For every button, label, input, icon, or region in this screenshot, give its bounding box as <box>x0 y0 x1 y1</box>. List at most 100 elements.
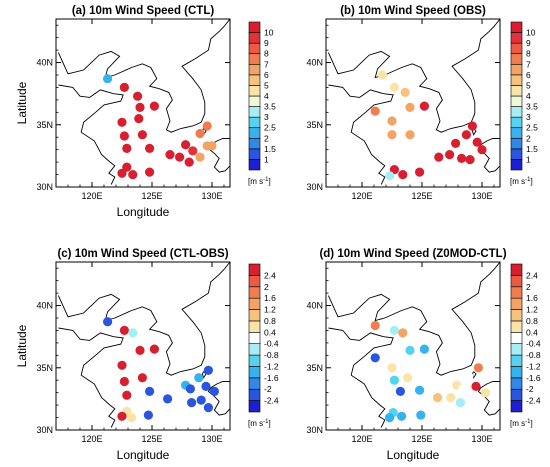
station-point <box>184 157 194 167</box>
station-point <box>149 101 159 111</box>
coastline-segment <box>57 262 230 376</box>
station-point <box>119 325 129 335</box>
station-point <box>387 363 397 373</box>
x-axis-label: Longitude <box>117 448 170 462</box>
station-point <box>405 130 415 140</box>
colorbar-swatch <box>248 159 261 171</box>
colorbar-tick-label: -2 <box>526 384 534 394</box>
station-point <box>370 353 380 363</box>
station-point <box>188 146 198 156</box>
colorbar-tick-label: 1.6 <box>264 293 276 303</box>
station-point <box>389 375 399 385</box>
colorbar-swatch <box>248 95 261 107</box>
colorbar-swatch <box>248 137 261 150</box>
station-point <box>117 117 127 127</box>
colorbar-tick-label: 8 <box>264 49 269 59</box>
colorbar-swatch <box>510 309 523 322</box>
colorbar-tick-label: 5 <box>264 80 269 90</box>
y-tick-label: 30N <box>306 425 323 435</box>
station-point <box>481 388 491 398</box>
station-point <box>185 384 195 394</box>
plot-frame <box>325 261 501 431</box>
colorbar-swatch <box>510 297 523 310</box>
colorbar-tick-label: 3 <box>526 112 531 122</box>
y-tick-label: 30N <box>36 425 53 435</box>
station-point <box>377 70 387 80</box>
panel-title: (b) 10m Wind Speed (OBS) <box>340 5 486 17</box>
station-point <box>194 373 204 383</box>
colorbar-tick-label: 9 <box>526 38 531 48</box>
panel-title: (a) 10m Wind Speed (CTL) <box>72 5 215 17</box>
x-tick-label: 120E <box>351 191 372 201</box>
y-tick-label: 30N <box>306 182 323 192</box>
colorbar-tick-label: 4 <box>526 91 531 101</box>
panel-3: (c) 10m Wind Speed (CTL-OBS) 120E 125E 130E… <box>15 248 279 462</box>
x-axis-label: Longitude <box>117 205 170 219</box>
station-point <box>370 320 380 331</box>
station-point <box>416 410 426 420</box>
colorbar-tick-label: 5 <box>526 80 531 90</box>
panel-title: (c) 10m Wind Speed (CTL-OBS) <box>57 248 228 260</box>
colorbar-tick-label: 2 <box>526 133 531 143</box>
colorbar-tick-label: 0.8 <box>264 316 276 326</box>
colorbar-unit: [m s-1] <box>510 419 533 428</box>
station-point <box>370 106 380 116</box>
station-point <box>385 171 395 181</box>
colorbar-tick-label: 2.5 <box>264 123 276 133</box>
station-point <box>103 317 113 327</box>
station-point <box>122 143 132 153</box>
colorbar-swatch <box>248 309 261 322</box>
station-point <box>471 381 481 391</box>
station-point <box>466 399 476 409</box>
y-tick-label: 35N <box>36 363 53 373</box>
colorbar-swatch <box>248 148 261 160</box>
colorbar-tick-label: -0.8 <box>526 350 541 360</box>
plot-frame <box>55 18 231 188</box>
colorbar-swatch <box>248 400 261 413</box>
station-point <box>472 137 482 147</box>
station-point <box>385 413 395 423</box>
coastline-segment <box>207 138 230 173</box>
station-point <box>203 403 213 413</box>
station-point <box>445 150 455 160</box>
colorbar-swatch <box>510 74 523 86</box>
station-point <box>196 395 206 405</box>
colorbar-tick-label: 0.8 <box>526 316 538 326</box>
colorbar-swatch <box>248 377 261 390</box>
station-point <box>457 153 467 163</box>
station-point <box>398 170 408 180</box>
station-point <box>387 116 397 126</box>
colorbar-swatch <box>248 263 261 276</box>
panel-4: (d) 10m Wind Speed (Z0MOD-CTL) 120E 125E 13… <box>306 248 540 462</box>
station-point <box>128 170 138 180</box>
station-point <box>403 373 413 383</box>
colorbar-tick-label: 3.5 <box>526 102 538 112</box>
station-point <box>389 165 399 175</box>
x-tick-label: 120E <box>351 434 372 444</box>
colorbar-swatch <box>248 53 261 65</box>
station-point <box>133 91 143 101</box>
station-point <box>145 143 155 153</box>
station-point <box>203 365 213 375</box>
colorbar-swatch <box>510 148 523 160</box>
coastline-segment <box>328 327 394 428</box>
station-point <box>201 381 211 391</box>
x-tick-label: 125E <box>141 191 162 201</box>
station-point <box>117 168 127 178</box>
y-tick-label: 40N <box>306 58 323 68</box>
station-point <box>165 150 175 160</box>
coastline-segment <box>207 381 230 416</box>
colorbar-swatch <box>248 332 261 344</box>
colorbar-swatch <box>510 95 523 107</box>
colorbar-tick-label: 1 <box>526 154 531 164</box>
station-point <box>464 371 474 382</box>
station-point <box>143 410 153 420</box>
coastline <box>57 262 230 428</box>
station-point <box>119 376 129 387</box>
colorbar-swatch <box>510 32 523 44</box>
panel-1: (a) 10m Wind Speed (CTL) 120E 125E 130E 30N 3… <box>15 5 276 219</box>
colorbar-swatch <box>248 343 261 356</box>
y-axis-label: Latitude <box>15 324 29 367</box>
